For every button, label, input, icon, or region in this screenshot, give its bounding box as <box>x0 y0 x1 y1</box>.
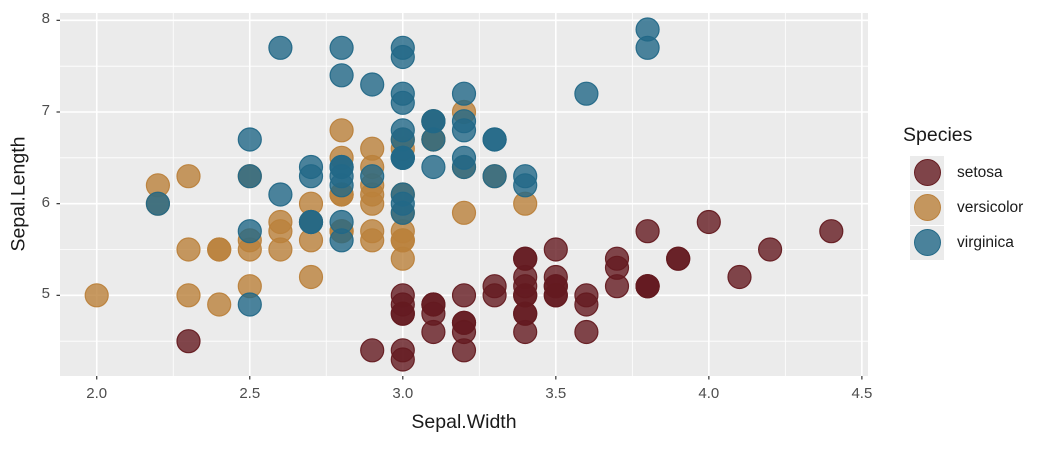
x-tick-label: 4.5 <box>851 385 873 402</box>
data-point-versicolor <box>176 164 201 189</box>
data-point-versicolor <box>207 237 232 262</box>
data-point-virginica <box>513 173 538 198</box>
data-point-setosa <box>757 237 783 262</box>
data-point-versicolor <box>84 283 109 308</box>
data-point-setosa <box>635 219 660 244</box>
data-point-virginica <box>451 154 477 180</box>
data-point-versicolor <box>176 283 201 308</box>
data-point-virginica <box>237 127 262 152</box>
data-point-virginica <box>451 118 477 143</box>
data-point-setosa <box>176 329 201 354</box>
legend-item-label: versicolor <box>957 198 1024 216</box>
legend-key-swatch <box>910 155 944 190</box>
data-point-virginica <box>360 72 385 97</box>
y-tick-label: 5 <box>41 285 50 303</box>
data-point-versicolor <box>329 118 354 143</box>
data-point-virginica <box>482 164 507 189</box>
data-point-virginica <box>268 35 293 60</box>
data-point-virginica <box>360 164 385 189</box>
legend-items: setosa versicolor virginica <box>899 155 1023 260</box>
data-point-setosa <box>543 237 568 262</box>
legend-item-label: virginica <box>957 233 1014 251</box>
data-point-virginica <box>237 219 262 244</box>
legend-title: Species <box>903 124 973 146</box>
data-point-virginica <box>237 164 262 189</box>
y-tick-label: 6 <box>41 193 50 211</box>
data-point-virginica <box>268 182 293 207</box>
data-point-setosa <box>390 301 415 326</box>
data-point-versicolor <box>451 200 477 225</box>
point-icon <box>913 194 941 221</box>
data-point-virginica <box>329 228 354 253</box>
x-tick-label: 2.5 <box>239 385 261 402</box>
data-point-virginica <box>574 81 599 106</box>
legend-item-label: setosa <box>957 163 1003 181</box>
data-point-versicolor <box>207 292 232 317</box>
data-point-virginica <box>390 81 415 106</box>
y-tick-label: 7 <box>41 102 50 119</box>
legend-item-setosa: setosa <box>899 155 1023 190</box>
x-tick-label: 3.5 <box>545 385 567 402</box>
data-point-virginica <box>329 164 354 189</box>
legend-item-virginica: virginica <box>899 225 1023 260</box>
data-point-virginica <box>329 35 354 60</box>
data-point-setosa <box>360 338 385 363</box>
point-icon <box>913 159 941 186</box>
data-point-virginica <box>635 17 660 42</box>
data-point-versicolor <box>298 264 324 290</box>
x-tick-label: 4.0 <box>698 385 720 402</box>
data-point-virginica <box>390 200 415 225</box>
data-point-setosa <box>604 255 630 280</box>
legend-key-swatch <box>910 225 944 260</box>
data-point-virginica <box>390 35 415 60</box>
data-point-virginica <box>145 191 170 216</box>
data-point-virginica <box>451 81 477 106</box>
data-point-virginica <box>390 145 415 170</box>
data-point-setosa <box>421 292 446 317</box>
data-point-virginica <box>421 154 446 180</box>
data-point-setosa <box>482 283 507 308</box>
data-point-setosa <box>390 338 415 363</box>
data-point-setosa <box>727 264 752 290</box>
data-point-virginica <box>421 109 446 134</box>
data-point-setosa <box>513 246 538 271</box>
data-point-setosa <box>696 209 721 235</box>
data-point-setosa <box>543 283 568 308</box>
data-point-virginica <box>329 63 354 88</box>
data-point-setosa <box>574 292 599 317</box>
x-tick-label: 3.0 <box>392 385 414 402</box>
x-tick-label: 2.0 <box>86 385 108 402</box>
data-point-setosa <box>635 274 660 299</box>
data-point-setosa <box>666 246 691 271</box>
data-point-setosa <box>451 319 477 345</box>
data-point-versicolor <box>268 237 293 262</box>
x-axis-title: Sepal.Width <box>411 411 517 433</box>
data-point-versicolor <box>268 209 293 235</box>
legend-item-versicolor: versicolor <box>899 190 1023 225</box>
point-icon <box>913 229 941 256</box>
data-point-virginica <box>298 164 324 189</box>
data-point-versicolor <box>176 237 201 262</box>
legend-key-swatch <box>910 190 944 225</box>
data-point-virginica <box>237 292 262 317</box>
legend: Species setosa versicolor virginica <box>899 124 1023 260</box>
data-point-setosa <box>819 219 844 244</box>
data-point-setosa <box>451 283 477 308</box>
data-point-virginica <box>482 127 507 152</box>
data-point-setosa <box>513 274 538 299</box>
data-point-versicolor <box>360 219 385 244</box>
y-tick-label: 8 <box>41 10 50 28</box>
data-point-setosa <box>574 319 599 345</box>
data-point-virginica <box>298 209 324 235</box>
